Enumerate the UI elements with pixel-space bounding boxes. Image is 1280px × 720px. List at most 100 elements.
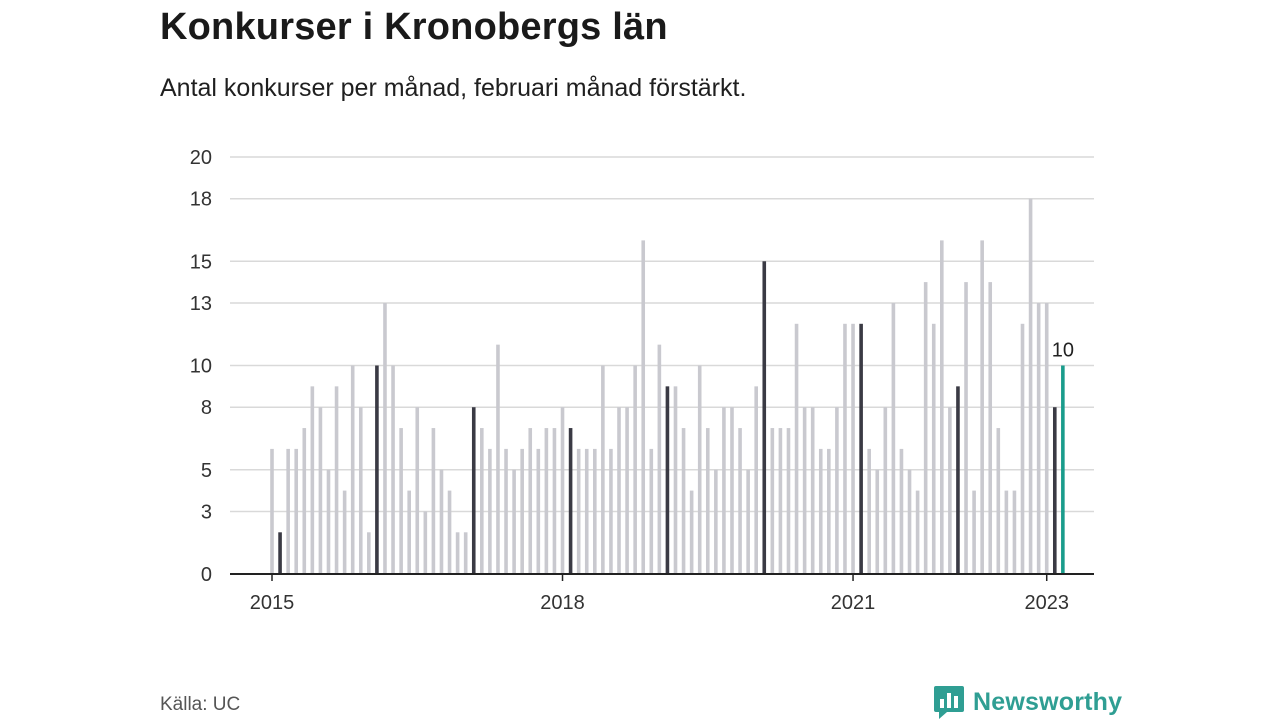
bar (810, 407, 815, 574)
bar (681, 428, 686, 574)
x-tick-label: 2015 (250, 592, 295, 614)
bar (391, 365, 395, 574)
y-tick-label: 10 (190, 356, 212, 378)
bar (625, 407, 629, 574)
chart-subtitle: Antal konkurser per månad, februari måna… (160, 74, 747, 102)
bar (770, 428, 775, 574)
x-tick-label: 2023 (1024, 592, 1069, 614)
bar (471, 407, 476, 574)
bar (375, 365, 379, 574)
bar (738, 428, 742, 574)
bar (722, 407, 726, 574)
bar (730, 407, 734, 574)
bar (657, 344, 662, 574)
brand-logo[interactable]: Newsworthy (933, 684, 1122, 720)
bar (1028, 198, 1033, 574)
gridlines (230, 156, 1094, 513)
bar (818, 448, 823, 574)
bar (899, 448, 904, 574)
y-tick-label: 8 (201, 397, 212, 419)
bar (641, 240, 646, 574)
bar (996, 428, 1001, 574)
bar (956, 386, 960, 574)
bar (786, 428, 791, 574)
bar (859, 323, 863, 574)
bar (326, 469, 331, 574)
bar (407, 490, 411, 574)
bar (843, 323, 847, 574)
bar (867, 448, 871, 574)
bar (835, 407, 839, 574)
bar (697, 365, 702, 574)
source-note: Källa: UC (160, 694, 241, 715)
bar (972, 490, 976, 574)
x-tick-label: 2018 (540, 592, 585, 614)
brand-name: Newsworthy (973, 687, 1123, 716)
bar (851, 323, 855, 574)
bar (802, 407, 807, 574)
bar (431, 428, 436, 574)
bar (915, 490, 920, 574)
y-tick-label: 0 (201, 564, 212, 586)
bar (601, 365, 605, 574)
bar (488, 448, 492, 574)
bar (447, 490, 452, 574)
bar (496, 344, 500, 574)
bar (1061, 365, 1065, 574)
bar (705, 428, 710, 574)
bar (358, 407, 363, 574)
y-tick-label: 15 (190, 251, 212, 273)
bar (883, 407, 888, 574)
bar (568, 428, 573, 574)
bar (439, 469, 444, 574)
latest-value-label: 10 (1052, 340, 1074, 362)
bar (633, 365, 637, 574)
bar (318, 407, 323, 574)
bar (423, 511, 428, 574)
bar (544, 428, 549, 574)
bar (948, 407, 952, 574)
x-tick-label: 2021 (831, 592, 876, 614)
bar (1012, 490, 1017, 574)
bar (455, 532, 460, 574)
newsworthy-logo-icon (934, 686, 964, 719)
bar (617, 407, 621, 574)
bar (552, 428, 557, 574)
bar (762, 261, 767, 574)
bar (988, 282, 993, 574)
bar (270, 448, 274, 574)
bars (270, 198, 1065, 574)
bar (827, 448, 831, 574)
bar (1036, 302, 1041, 574)
y-axis-labels: 0 3 5 8 10 13 15 18 20 (190, 147, 212, 586)
bar (593, 448, 597, 574)
bar (931, 323, 936, 574)
bar (923, 282, 928, 574)
y-tick-label: 13 (190, 293, 212, 315)
bar (560, 407, 565, 574)
bar (286, 448, 290, 574)
bar (1004, 490, 1009, 574)
bar (367, 532, 371, 574)
x-axis-labels: 2015 2018 2021 2023 (250, 574, 1069, 614)
bar (875, 469, 880, 574)
bar (689, 490, 694, 574)
bar (576, 448, 581, 574)
bar (342, 490, 347, 574)
y-tick-label: 3 (201, 501, 212, 523)
bar (383, 302, 387, 574)
bar (294, 448, 299, 574)
bar (504, 448, 508, 574)
bar (1044, 302, 1049, 574)
bar (778, 428, 783, 574)
bar (302, 428, 307, 574)
bar (350, 365, 355, 574)
bar (649, 448, 654, 574)
bar (528, 428, 533, 574)
bar (665, 386, 670, 574)
bar (584, 448, 589, 574)
bar (1052, 407, 1057, 574)
bar (520, 448, 524, 574)
bar (415, 407, 420, 574)
